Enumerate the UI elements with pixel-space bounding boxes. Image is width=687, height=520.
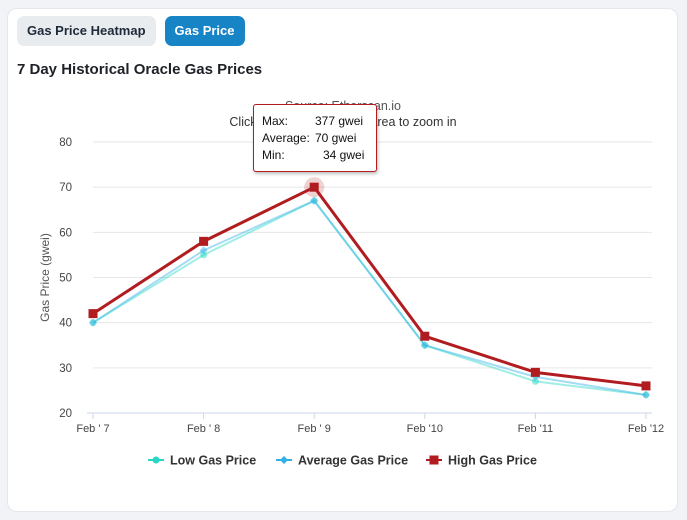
tooltip-min-label: Min: [262, 148, 285, 162]
chart-tooltip: Max: 377 gwei Average: 70 gwei Min: 34 g… [253, 104, 377, 172]
series-line-2 [92, 185, 647, 388]
y-axis-title: Gas Price (gwei) [38, 233, 52, 322]
series-2-marker-5 [641, 381, 651, 391]
series-1-point-0 [89, 318, 97, 327]
series-2-marker-4 [530, 367, 540, 377]
tab-gas-price[interactable]: Gas Price [164, 16, 245, 46]
y-tick-label-80: 80 [59, 137, 72, 149]
series-1-point-1 [199, 246, 208, 255]
series-2-marker-0 [88, 309, 98, 319]
tooltip-average-label: Average: [262, 131, 310, 145]
series-2-point-5 [641, 381, 651, 391]
tab-bar: Gas Price Heatmap Gas Price [17, 16, 245, 46]
y-tick-label-60: 60 [59, 227, 72, 239]
legend-marker-0 [152, 456, 160, 464]
y-tick-label-70: 70 [59, 182, 72, 194]
series-1-point-3 [420, 341, 429, 350]
tooltip-min-value: 34 gwei [323, 148, 365, 162]
series-2-point-1 [199, 236, 209, 246]
series-1-marker-0 [89, 318, 97, 327]
page-title: 7 Day Historical Oracle Gas Prices [17, 61, 263, 78]
series-2-point-2 [309, 182, 319, 192]
series-2-point-3 [420, 331, 430, 341]
series-0-point-4 [531, 377, 539, 385]
x-tick-label-3: Feb '10 [407, 423, 443, 435]
tab-gas-price-heatmap[interactable]: Gas Price Heatmap [17, 16, 156, 46]
x-tick-label-1: Feb ' 8 [187, 423, 220, 435]
series-line-1 [92, 199, 647, 396]
series-0-marker-4 [531, 377, 539, 385]
y-tick-label-20: 20 [59, 408, 72, 420]
x-tick-label-0: Feb ' 7 [76, 423, 109, 435]
y-tick-label-30: 30 [59, 363, 72, 375]
series-0-marker-1 [200, 251, 208, 259]
x-tick-label-2: Feb ' 9 [298, 423, 331, 435]
series-2-marker-2 [309, 182, 319, 192]
y-tick-label-50: 50 [59, 273, 72, 285]
series-1-point-5 [642, 390, 650, 399]
series-0-point-1 [200, 251, 208, 259]
tooltip-max-label: Max: [262, 114, 289, 128]
tooltip-average-value: 70 gwei [315, 131, 357, 145]
series-line-0 [92, 199, 647, 396]
series-2-marker-3 [420, 331, 430, 341]
legend-marker-1 [280, 456, 288, 464]
chart-card [7, 8, 678, 512]
legend-label-1[interactable]: Average Gas Price [298, 454, 408, 468]
series-1-marker-2 [310, 196, 319, 205]
x-tick-label-4: Feb '11 [518, 423, 554, 435]
tooltip-max-value: 377 gwei [315, 114, 364, 128]
series-2-marker-1 [199, 236, 209, 246]
legend-marker-2 [429, 455, 439, 465]
y-tick-label-40: 40 [59, 318, 72, 330]
x-tick-label-5: Feb '12 [628, 423, 664, 435]
series-1-marker-3 [420, 341, 429, 350]
series-2-point-0 [88, 309, 98, 319]
series-1-marker-1 [199, 246, 208, 255]
series-1-marker-5 [642, 390, 650, 399]
legend-label-0[interactable]: Low Gas Price [170, 454, 256, 468]
series-2-point-4 [530, 367, 540, 377]
legend-label-2[interactable]: High Gas Price [448, 454, 537, 468]
series-1-point-2 [310, 196, 319, 205]
